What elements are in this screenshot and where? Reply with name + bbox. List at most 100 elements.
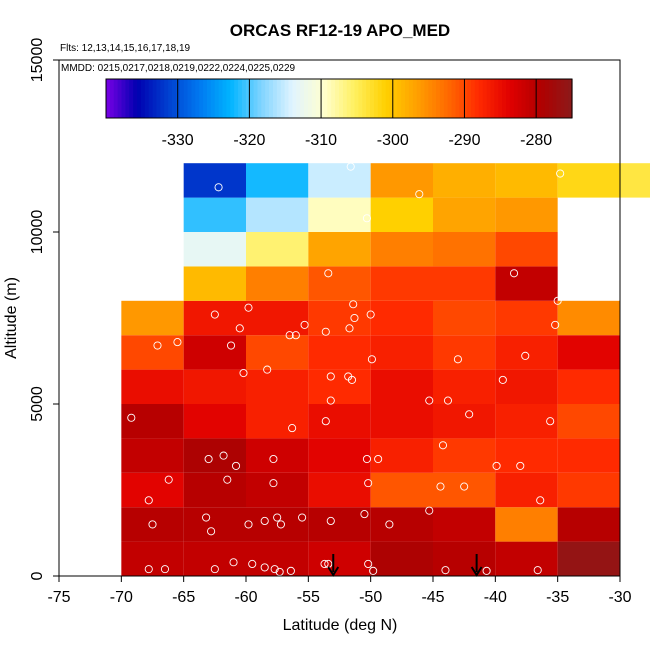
colorbar-segment bbox=[327, 79, 332, 118]
heatmap-cell bbox=[495, 232, 558, 267]
colorbar-segment bbox=[179, 79, 185, 118]
heatmap-cell bbox=[308, 163, 371, 198]
heatmap-cell bbox=[121, 507, 184, 542]
heatmap-cell bbox=[246, 541, 309, 576]
colorbar-tick-label: -320 bbox=[233, 132, 265, 149]
heatmap-cell bbox=[308, 438, 371, 473]
colorbar-segment bbox=[373, 79, 379, 118]
sample-point bbox=[443, 396, 453, 405]
colorbar-segment bbox=[109, 79, 115, 118]
heatmap-cell bbox=[433, 404, 496, 439]
colorbar-segment bbox=[160, 79, 165, 118]
plot-frame bbox=[58, 59, 621, 577]
sample-point bbox=[273, 513, 282, 522]
heatmap-cell bbox=[246, 472, 309, 508]
colorbar-segment bbox=[156, 79, 161, 118]
colorbar-segment bbox=[218, 79, 224, 118]
colorbar-segment bbox=[311, 79, 317, 118]
sample-point bbox=[235, 324, 244, 333]
heatmap-cell bbox=[495, 300, 558, 336]
sample-point bbox=[367, 355, 376, 364]
heatmap-cell bbox=[433, 197, 496, 232]
heatmap-cell bbox=[121, 541, 184, 576]
colorbar-segment bbox=[560, 79, 565, 118]
heatmap-cell bbox=[557, 163, 620, 198]
x-tick-label: -40 bbox=[484, 589, 507, 606]
sample-point bbox=[248, 559, 257, 569]
sample-point bbox=[425, 506, 434, 515]
sample-point bbox=[298, 513, 307, 522]
heatmap-cell bbox=[370, 438, 433, 473]
sample-point bbox=[345, 324, 354, 333]
flight-arrow-head bbox=[327, 566, 340, 577]
colorbar-segment bbox=[366, 79, 371, 118]
sample-point bbox=[164, 475, 173, 484]
sample-point bbox=[546, 417, 555, 426]
chart-title: ORCAS RF12-19 APO_MED bbox=[230, 21, 450, 40]
colorbar-segment bbox=[230, 79, 235, 118]
sample-point bbox=[300, 320, 309, 329]
colorbar-segment bbox=[292, 79, 297, 118]
heatmap-cell bbox=[433, 507, 496, 542]
x-tick-label: -30 bbox=[608, 589, 631, 606]
colorbar-segment bbox=[187, 79, 193, 118]
sample-point bbox=[521, 351, 530, 360]
sample-point bbox=[349, 300, 358, 309]
sample-point bbox=[364, 559, 373, 569]
colorbar-segment bbox=[288, 79, 293, 118]
heatmap-cell bbox=[183, 232, 246, 267]
colorbar-segment bbox=[416, 79, 422, 118]
colorbar-segment bbox=[358, 79, 363, 118]
sample-point bbox=[288, 424, 297, 433]
heatmap-cell bbox=[620, 163, 650, 198]
colorbar-segment bbox=[144, 79, 150, 118]
heatmap-cell bbox=[495, 507, 558, 542]
sample-point bbox=[441, 566, 450, 575]
colorbar-segment bbox=[238, 79, 243, 118]
sample-point bbox=[436, 482, 445, 491]
heatmap-cell bbox=[246, 335, 309, 370]
sample-point bbox=[362, 454, 371, 464]
sample-point bbox=[415, 190, 424, 199]
colorbar-segment bbox=[362, 79, 367, 118]
colorbar-segment bbox=[354, 79, 360, 118]
colorbar-segment bbox=[505, 79, 511, 118]
heatmap-cell bbox=[308, 335, 371, 370]
colorbar-segment bbox=[521, 79, 526, 118]
heatmap-cell bbox=[246, 369, 309, 404]
colorbar-segment bbox=[443, 79, 449, 118]
heatmap-cell bbox=[308, 232, 371, 267]
sample-point bbox=[286, 566, 295, 575]
sample-point bbox=[229, 558, 238, 567]
colorbar-segment bbox=[389, 79, 394, 118]
sample-point bbox=[214, 183, 223, 192]
colorbar-segment bbox=[474, 79, 480, 118]
heatmap-cell bbox=[433, 163, 496, 198]
colorbar-segment bbox=[459, 79, 464, 118]
heatmap-cell bbox=[433, 232, 496, 267]
colorbar-segment bbox=[513, 79, 519, 118]
colorbar-segment bbox=[432, 79, 437, 118]
colorbar-segment bbox=[296, 79, 301, 118]
colorbar-segment bbox=[125, 79, 130, 118]
sample-point bbox=[291, 331, 300, 340]
heatmap-cell bbox=[370, 369, 433, 404]
colorbar-segment bbox=[222, 79, 227, 118]
sample-point bbox=[244, 520, 253, 529]
sample-point bbox=[360, 510, 369, 519]
sample-point bbox=[204, 454, 213, 464]
colorbar-segment bbox=[533, 79, 538, 118]
y-tick-label: 10000 bbox=[29, 210, 46, 255]
sample-point bbox=[321, 417, 330, 426]
heatmap-cell bbox=[557, 507, 620, 542]
colorbar-segment bbox=[203, 79, 208, 118]
colorbar-segment bbox=[319, 79, 325, 118]
sample-point bbox=[276, 520, 285, 529]
sample-point bbox=[226, 341, 236, 350]
heatmap-cell bbox=[370, 300, 433, 336]
colorbar-segment bbox=[482, 79, 488, 118]
sample-point bbox=[263, 365, 272, 374]
sample-point bbox=[231, 461, 241, 470]
colorbar-segment bbox=[525, 79, 530, 118]
